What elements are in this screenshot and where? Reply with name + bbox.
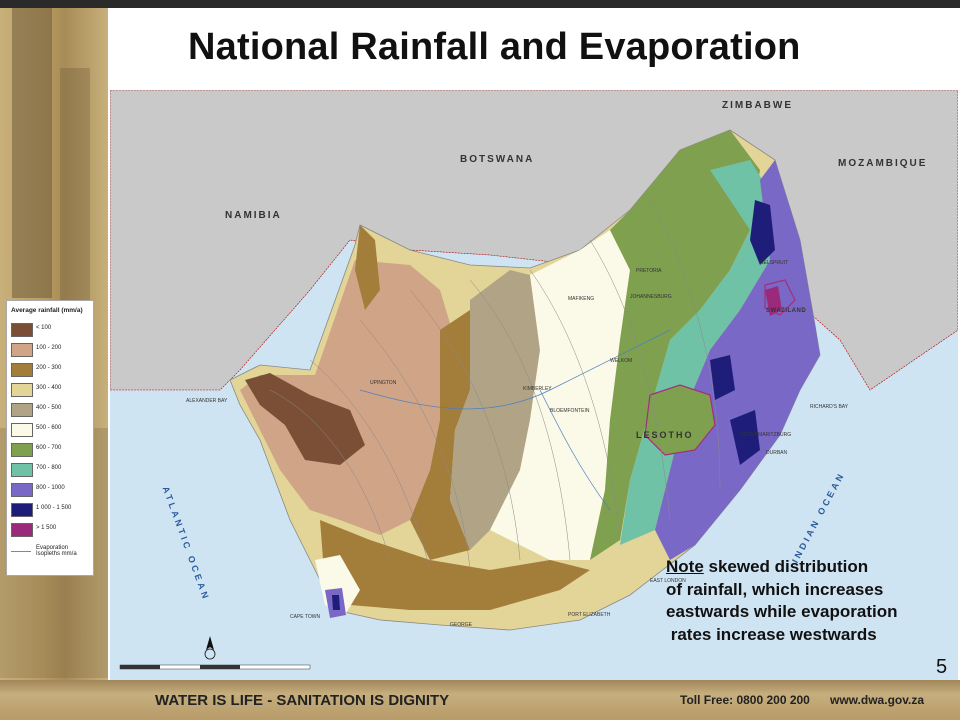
label-swaziland: SWAZILAND (766, 308, 807, 314)
footer-bar: WATER IS LIFE - SANITATION IS DIGNITY To… (0, 680, 960, 720)
footer-toll-free: Toll Free: 0800 200 200 (680, 693, 810, 707)
legend-label: 500 - 600 (36, 425, 62, 431)
note-text: Note skewed distribution of rainfall, wh… (666, 556, 897, 646)
town-label: EAST LONDON (650, 578, 686, 584)
note-line-4: rates increase westwards (666, 624, 877, 644)
legend-label: 300 - 400 (36, 385, 62, 391)
label-zimbabwe: ZIMBABWE (722, 100, 793, 111)
rainfall-map: ZIMBABWE BOTSWANA NAMIBIA MOZAMBIQUE LES… (110, 90, 958, 680)
legend-swatch (11, 343, 33, 357)
legend-label: 1 000 - 1 500 (36, 505, 72, 511)
label-lesotho: LESOTHO (636, 430, 694, 440)
legend-label: Evaporation Isopleths mm/a (36, 545, 77, 557)
note-underlined: Note (666, 557, 704, 576)
legend-swatch (11, 383, 33, 397)
legend-item: 200 - 300 (11, 361, 91, 377)
town-label: JOHANNESBURG (630, 294, 672, 300)
legend-swatch (11, 363, 33, 377)
legend-item: 100 - 200 (11, 341, 91, 357)
town-label: ALEXANDER BAY (186, 398, 228, 404)
legend-label: 800 - 1000 (36, 485, 65, 491)
footer-website-link[interactable]: www.dwa.gov.za (830, 693, 925, 707)
legend-item: 600 - 700 (11, 441, 91, 457)
legend-item: > 1 500 (11, 521, 91, 537)
town-label: WELKOM (610, 358, 633, 364)
legend-item: < 100 (11, 321, 91, 337)
legend-item: 1 000 - 1 500 (11, 501, 91, 517)
town-label: CAPE TOWN (290, 614, 321, 620)
page-title: National Rainfall and Evaporation (188, 26, 801, 68)
legend-label: > 1 500 (36, 525, 57, 531)
town-label: MAFIKENG (568, 296, 595, 302)
town-label: KIMBERLEY (523, 386, 552, 392)
town-label: RICHARD'S BAY (810, 404, 849, 410)
legend-item: 300 - 400 (11, 381, 91, 397)
legend-title: Average rainfall (mm/a) (11, 307, 83, 314)
town-label: PIETERMARITZBURG (740, 432, 792, 438)
legend-label: 400 - 500 (36, 405, 62, 411)
legend-label: 700 - 800 (36, 465, 62, 471)
label-botswana: BOTSWANA (460, 154, 535, 165)
isopleth-line-icon (11, 551, 31, 552)
legend-swatch (11, 423, 33, 437)
legend-item: 500 - 600 (11, 421, 91, 437)
legend-swatch (11, 323, 33, 337)
legend-label: 200 - 300 (36, 365, 62, 371)
legend-swatch (11, 503, 33, 517)
note-line-1-rest: skewed distribution (703, 557, 869, 576)
town-label: UPINGTON (370, 380, 397, 386)
legend-swatch (11, 523, 33, 537)
label-mozambique: MOZAMBIQUE (838, 158, 928, 169)
town-label: BLOEMFONTEIN (550, 408, 590, 414)
legend-item: 800 - 1000 (11, 481, 91, 497)
legend-label: < 100 (36, 325, 52, 331)
legend-label: 600 - 700 (36, 445, 62, 451)
legend-swatch (11, 463, 33, 477)
note-line-1: Note skewed distribution (666, 556, 897, 579)
town-label: PRETORIA (636, 268, 662, 274)
top-bar (0, 0, 960, 8)
legend-swatch (11, 443, 33, 457)
footer-slogan: WATER IS LIFE - SANITATION IS DIGNITY (155, 692, 450, 709)
legend-item: 400 - 500 (11, 401, 91, 417)
page-number: 5 (936, 656, 948, 678)
map-graphic (110, 90, 958, 680)
legend-swatch (11, 403, 33, 417)
note-line-2: of rainfall, which increases (666, 579, 884, 599)
map-legend: Average rainfall (mm/a) < 100 100 - 200 … (6, 300, 94, 576)
label-namibia: NAMIBIA (225, 210, 282, 221)
legend-label: 100 - 200 (36, 345, 62, 351)
legend-item-isopleths: Evaporation Isopleths mm/a (11, 543, 91, 558)
town-label: GEORGE (450, 622, 472, 628)
legend-swatch (11, 483, 33, 497)
note-line-3: eastwards while evaporation (666, 602, 898, 621)
town-label: NELSPRUIT (760, 260, 789, 266)
town-label: DURBAN (766, 450, 788, 456)
legend-item: 700 - 800 (11, 461, 91, 477)
town-label: PORT ELIZABETH (568, 612, 611, 618)
